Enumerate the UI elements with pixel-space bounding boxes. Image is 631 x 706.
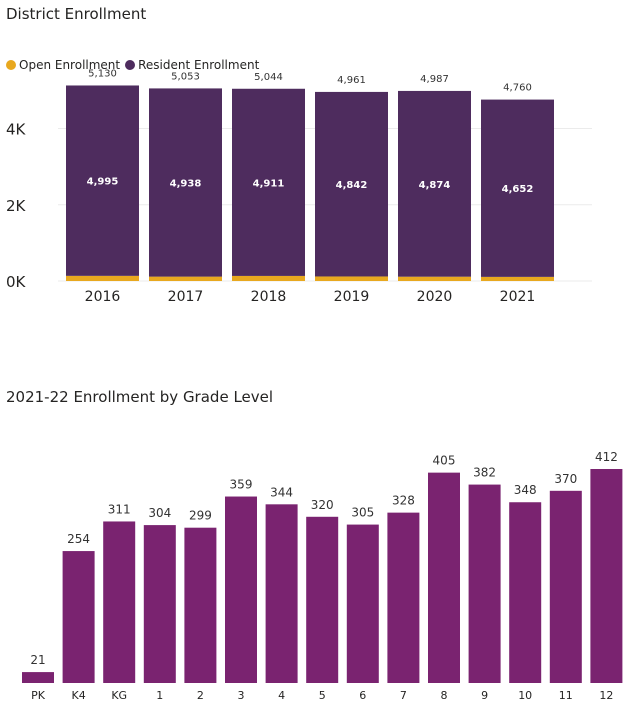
x-tick-label: 2017 xyxy=(168,289,204,305)
bar-open-enrollment xyxy=(232,275,305,281)
legend-dot-resident-enrollment xyxy=(125,60,136,70)
grade-data-label: 254 xyxy=(67,532,90,546)
resident-data-label: 4,652 xyxy=(502,184,534,195)
grade-x-tick-label: 3 xyxy=(238,689,245,702)
bar-open-enrollment xyxy=(481,276,554,281)
grade-bar xyxy=(428,472,460,683)
grade-bar xyxy=(225,496,257,683)
grade-x-tick-label: 9 xyxy=(481,689,488,702)
grade-bar xyxy=(387,512,420,683)
grade-data-label: 311 xyxy=(108,502,131,516)
total-label: 4,760 xyxy=(503,83,532,94)
grade-data-label: 299 xyxy=(189,509,212,523)
grade-bar xyxy=(143,525,176,683)
x-tick-label: 2019 xyxy=(334,289,370,305)
grade-x-tick-label: 1 xyxy=(156,689,163,702)
grade-bar xyxy=(184,527,217,683)
grade-data-label: 304 xyxy=(148,506,171,520)
resident-data-label: 4,938 xyxy=(170,179,202,190)
grade-data-label: 382 xyxy=(473,466,496,480)
total-label: 5,053 xyxy=(171,71,200,82)
resident-data-label: 4,842 xyxy=(336,180,368,191)
legend-dot-open-enrollment xyxy=(6,60,16,70)
grade-bar xyxy=(590,469,623,683)
bar-open-enrollment xyxy=(66,275,139,281)
x-tick-label: 2021 xyxy=(500,289,536,305)
grade-x-tick-label: 5 xyxy=(319,689,326,702)
grade-level-enrollment-title: 2021-22 Enrollment by Grade Level xyxy=(6,388,274,406)
grade-x-tick-label: 11 xyxy=(559,689,573,702)
grade-bar xyxy=(62,551,95,683)
grade-x-tick-label: 2 xyxy=(197,689,204,702)
grade-bar xyxy=(22,672,54,683)
grade-bar xyxy=(265,504,298,683)
x-tick-label: 2016 xyxy=(85,289,121,305)
grade-data-label: 370 xyxy=(554,472,577,486)
grade-x-tick-label: K4 xyxy=(71,689,85,702)
district-enrollment-title: District Enrollment xyxy=(6,5,147,23)
resident-data-label: 4,995 xyxy=(87,177,119,188)
y-tick-label: 0K xyxy=(6,273,27,291)
grade-data-label: 305 xyxy=(351,506,374,520)
resident-data-label: 4,911 xyxy=(253,178,285,189)
bar-open-enrollment xyxy=(398,276,471,281)
total-label: 4,961 xyxy=(337,75,366,86)
x-tick-label: 2018 xyxy=(251,289,287,305)
grade-bar xyxy=(346,524,379,683)
bar-open-enrollment xyxy=(315,276,388,281)
bar-resident-enrollment xyxy=(66,85,139,276)
bar-open-enrollment xyxy=(149,276,222,281)
grade-x-tick-label: 12 xyxy=(599,689,613,702)
bar-resident-enrollment xyxy=(232,88,305,276)
grade-x-tick-label: 10 xyxy=(518,689,532,702)
total-label: 5,130 xyxy=(88,68,117,79)
bar-resident-enrollment xyxy=(398,90,471,277)
legend-label-resident-enrollment: Resident Enrollment xyxy=(138,58,260,72)
grade-data-label: 348 xyxy=(514,483,537,497)
district-enrollment-chart: 0K 2K 4K 5,130 4,995 2016 5,053 4,938 2017 5,044 4… xyxy=(6,68,592,305)
legend-label-open-enrollment: Open Enrollment xyxy=(19,58,121,72)
resident-data-label: 4,874 xyxy=(419,180,451,191)
grade-bar xyxy=(549,490,582,683)
y-tick-label: 4K xyxy=(6,121,27,139)
legend-item-open-enrollment[interactable]: Open Enrollment xyxy=(6,58,120,72)
grade-data-label: 320 xyxy=(311,498,334,512)
total-label: 4,987 xyxy=(420,74,449,85)
grade-data-label: 21 xyxy=(30,653,45,667)
legend-item-resident-enrollment[interactable]: Resident Enrollment xyxy=(125,58,259,72)
bar-resident-enrollment xyxy=(149,88,222,277)
grade-x-tick-label: 7 xyxy=(400,689,407,702)
x-tick-label: 2020 xyxy=(417,289,453,305)
grade-x-tick-label: 6 xyxy=(359,689,366,702)
grade-x-tick-label: 4 xyxy=(278,689,285,702)
grade-data-label: 359 xyxy=(230,478,253,492)
legend: Open Enrollment Resident Enrollment xyxy=(6,58,264,72)
total-label: 5,044 xyxy=(254,72,283,83)
grade-data-label: 328 xyxy=(392,494,415,508)
grade-data-label: 344 xyxy=(270,485,293,499)
grade-x-tick-label: 8 xyxy=(441,689,448,702)
bar-resident-enrollment xyxy=(481,99,554,277)
grade-x-tick-label: KG xyxy=(111,689,127,702)
grade-x-tick-label: PK xyxy=(31,689,46,702)
grade-data-label: 405 xyxy=(433,454,456,468)
grade-bar xyxy=(468,484,501,683)
y-tick-label: 2K xyxy=(6,197,27,215)
grade-bar xyxy=(509,502,542,683)
grade-bar xyxy=(103,521,136,683)
bar-resident-enrollment xyxy=(315,91,388,277)
grade-data-label: 412 xyxy=(595,450,618,464)
grade-bar xyxy=(306,516,339,683)
